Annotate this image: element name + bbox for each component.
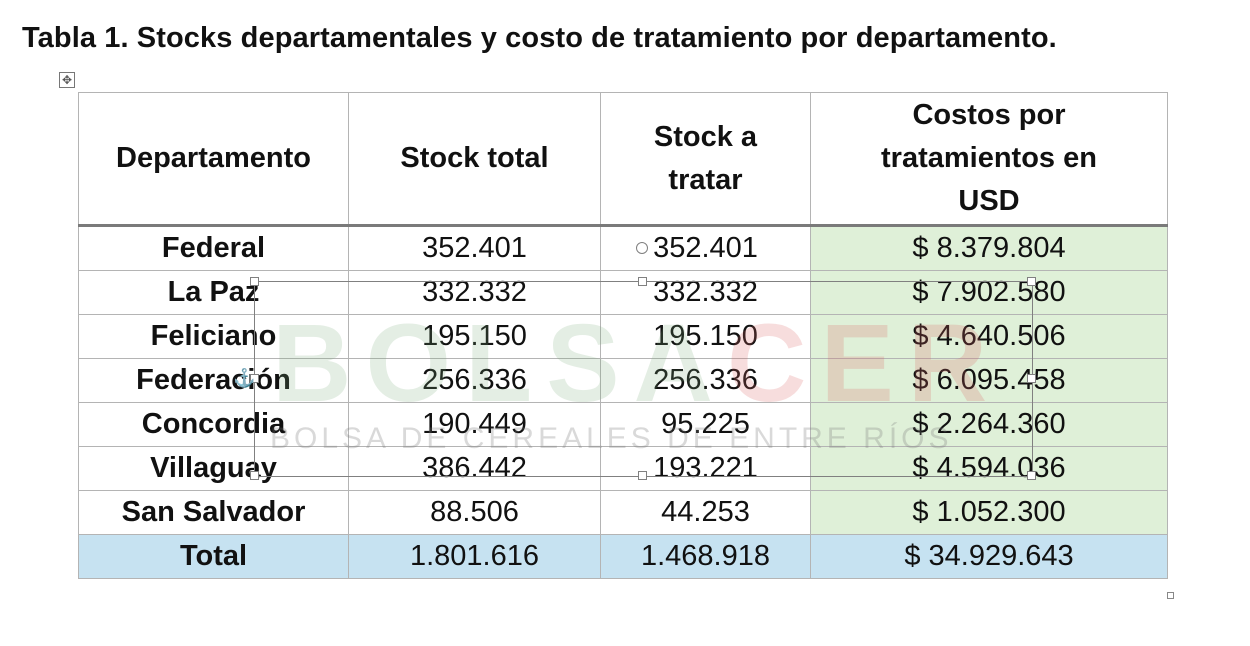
header-stock-tratar: Stock a tratar — [600, 92, 811, 227]
cell-costo: $ 7.902.580 — [810, 270, 1168, 315]
resize-handle-bottom-right[interactable] — [1027, 471, 1036, 480]
cell-stock-total: 88.506 — [348, 490, 601, 535]
cell-stock-total: 190.449 — [348, 402, 601, 447]
anchor-icon: ⚓ — [233, 368, 256, 388]
total-costo: $ 34.929.643 — [810, 534, 1168, 579]
move-handle-icon[interactable]: ✥ — [59, 72, 75, 88]
cell-stock-total: 195.150 — [348, 314, 601, 359]
header-costos: Costos por tratamientos en USD — [810, 92, 1168, 227]
cell-departamento: Federación — [78, 358, 349, 403]
cell-costo: $ 6.095.458 — [810, 358, 1168, 403]
table-caption: Tabla 1. Stocks departamentales y costo … — [22, 22, 1057, 54]
cell-departamento: Villaguay — [78, 446, 349, 491]
table-row: Federal 352.401 352.401 $ 8.379.804 — [78, 225, 1168, 271]
resize-handle-bottom-left[interactable] — [250, 471, 259, 480]
cell-stock-tratar: 44.253 — [600, 490, 811, 535]
resize-handle-right[interactable] — [1027, 374, 1036, 383]
cell-stock-tratar: 195.150 — [600, 314, 811, 359]
cell-stock-total: 386.442 — [348, 446, 601, 491]
cell-stock-total: 352.401 — [348, 225, 601, 271]
cell-stock-total: 332.332 — [348, 270, 601, 315]
header-row: Departamento Stock total Stock a tratar … — [78, 92, 1168, 227]
resize-handle-top-left[interactable] — [250, 277, 259, 286]
resize-handle-left[interactable] — [250, 374, 259, 383]
table-row: Concordia 190.449 95.225 $ 2.264.360 — [78, 402, 1168, 447]
header-stock-total: Stock total — [348, 92, 601, 227]
total-stock-tratar: 1.468.918 — [600, 534, 811, 579]
table-row: Federación 256.336 256.336 $ 6.095.458 — [78, 358, 1168, 403]
table-row: Feliciano 195.150 195.150 $ 4.640.506 — [78, 314, 1168, 359]
cell-costo: $ 8.379.804 — [810, 225, 1168, 271]
cell-stock-tratar: 256.336 — [600, 358, 811, 403]
table-resize-handle[interactable] — [1167, 592, 1174, 599]
cell-departamento: San Salvador — [78, 490, 349, 535]
resize-handle-bottom[interactable] — [638, 471, 647, 480]
table-row: La Paz 332.332 332.332 $ 7.902.580 — [78, 270, 1168, 315]
cell-departamento: Concordia — [78, 402, 349, 447]
cell-stock-total: 256.336 — [348, 358, 601, 403]
table-row: Villaguay 386.442 193.221 $ 4.594.036 — [78, 446, 1168, 491]
cell-stock-tratar: 352.401 — [600, 225, 811, 271]
cell-stock-tratar: 193.221 — [600, 446, 811, 491]
resize-handle-top[interactable] — [638, 277, 647, 286]
cell-stock-tratar: 332.332 — [600, 270, 811, 315]
total-row: Total 1.801.616 1.468.918 $ 34.929.643 — [78, 534, 1168, 579]
cell-departamento: Federal — [78, 225, 349, 271]
cell-costo: $ 2.264.360 — [810, 402, 1168, 447]
cell-departamento: La Paz — [78, 270, 349, 315]
cell-departamento: Feliciano — [78, 314, 349, 359]
header-departamento: Departamento — [78, 92, 349, 227]
resize-handle-top-right[interactable] — [1027, 277, 1036, 286]
cell-costo: $ 4.640.506 — [810, 314, 1168, 359]
table-row: San Salvador 88.506 44.253 $ 1.052.300 — [78, 490, 1168, 535]
total-stock-total: 1.801.616 — [348, 534, 601, 579]
rotate-handle-icon[interactable] — [636, 242, 648, 254]
cell-stock-tratar: 95.225 — [600, 402, 811, 447]
total-label: Total — [78, 534, 349, 579]
cell-costo: $ 4.594.036 — [810, 446, 1168, 491]
cell-costo: $ 1.052.300 — [810, 490, 1168, 535]
stocks-table: Departamento Stock total Stock a tratar … — [78, 92, 1168, 579]
